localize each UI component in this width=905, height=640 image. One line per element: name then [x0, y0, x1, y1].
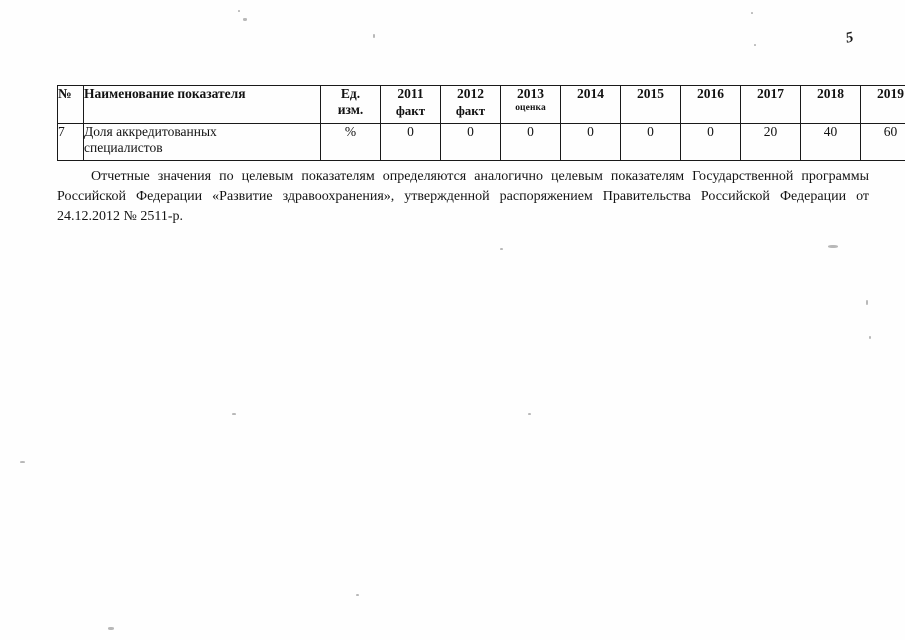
- cell-value-2011: 0: [380, 123, 441, 161]
- scan-speckle: [108, 627, 114, 630]
- paragraph-line-2: программы Российской Федерации «Развитие…: [57, 169, 869, 204]
- cell-value-2015: 0: [620, 123, 681, 161]
- column-header-year-2011: 2011 факт: [380, 85, 441, 124]
- scan-speckle: [243, 18, 247, 21]
- indicators-table: № Наименование показателя Ед. изм. 2011 …: [57, 85, 905, 161]
- cell-value-2018: 40: [800, 123, 861, 161]
- year-label: 2012: [457, 86, 484, 101]
- scan-speckle: [528, 413, 531, 415]
- cell-value-2017: 20: [740, 123, 801, 161]
- year-label: 2015: [637, 86, 664, 101]
- cell-value-2019: 60: [860, 123, 905, 161]
- table-header-row: № Наименование показателя Ед. изм. 2011 …: [57, 85, 905, 124]
- column-header-year-2018: 2018: [800, 85, 861, 124]
- indicator-name-line1: Доля аккредитованных: [84, 124, 217, 139]
- cell-unit: %: [320, 123, 381, 161]
- year-label: 2017: [757, 86, 784, 101]
- column-header-year-2013: 2013 оценка: [500, 85, 561, 124]
- scan-speckle: [232, 413, 236, 415]
- year-label: 2014: [577, 86, 604, 101]
- year-label: 2019: [877, 86, 904, 101]
- column-header-number: №: [57, 85, 84, 124]
- column-header-unit: Ед. изм.: [320, 85, 381, 124]
- paragraph-line-3: Российской Федерации от 24.12.2012 № 251…: [57, 188, 870, 224]
- body-paragraph: Отчетные значения по целевым показателям…: [57, 167, 869, 227]
- year-label: 2016: [697, 86, 724, 101]
- year-label: 2018: [817, 86, 844, 101]
- cell-value-2016: 0: [680, 123, 741, 161]
- indicator-name-line2: специалистов: [84, 139, 163, 155]
- year-label: 2013: [517, 86, 544, 101]
- scan-speckle: [356, 594, 359, 596]
- table-row: 7 Доля аккредитованных специалистов % 0 …: [57, 123, 905, 161]
- cell-indicator-name: Доля аккредитованных специалистов: [83, 123, 321, 161]
- scan-speckle: [20, 461, 25, 463]
- column-header-indicator-name: Наименование показателя: [83, 85, 321, 124]
- column-header-year-2012: 2012 факт: [440, 85, 501, 124]
- column-header-year-2014: 2014: [560, 85, 621, 124]
- year-sublabel: оценка: [515, 102, 546, 113]
- scan-speckle: [754, 44, 756, 46]
- scan-speckle: [238, 10, 240, 12]
- scan-speckle: [869, 336, 871, 339]
- column-header-year-2019: 2019: [860, 85, 905, 124]
- scan-speckle: [828, 245, 838, 248]
- scan-speckle: [373, 34, 375, 38]
- unit-header-line1: Ед.: [340, 86, 361, 101]
- cell-value-2013: 0: [500, 123, 561, 161]
- year-sublabel: факт: [455, 102, 486, 118]
- column-header-year-2015: 2015: [620, 85, 681, 124]
- cell-value-2014: 0: [560, 123, 621, 161]
- paragraph-line-1: Отчетные значения по целевым показателям…: [91, 169, 794, 184]
- cell-row-number: 7: [57, 123, 84, 161]
- cell-value-2012: 0: [440, 123, 501, 161]
- year-label: 2011: [397, 86, 424, 101]
- scan-speckle: [866, 300, 868, 305]
- column-header-year-2016: 2016: [680, 85, 741, 124]
- scan-speckle: [500, 248, 503, 250]
- column-header-year-2017: 2017: [740, 85, 801, 124]
- page-number-mark: 5: [844, 29, 855, 47]
- year-sublabel: факт: [395, 102, 426, 118]
- unit-header-line2: изм.: [337, 101, 364, 117]
- scan-speckle: [751, 12, 753, 14]
